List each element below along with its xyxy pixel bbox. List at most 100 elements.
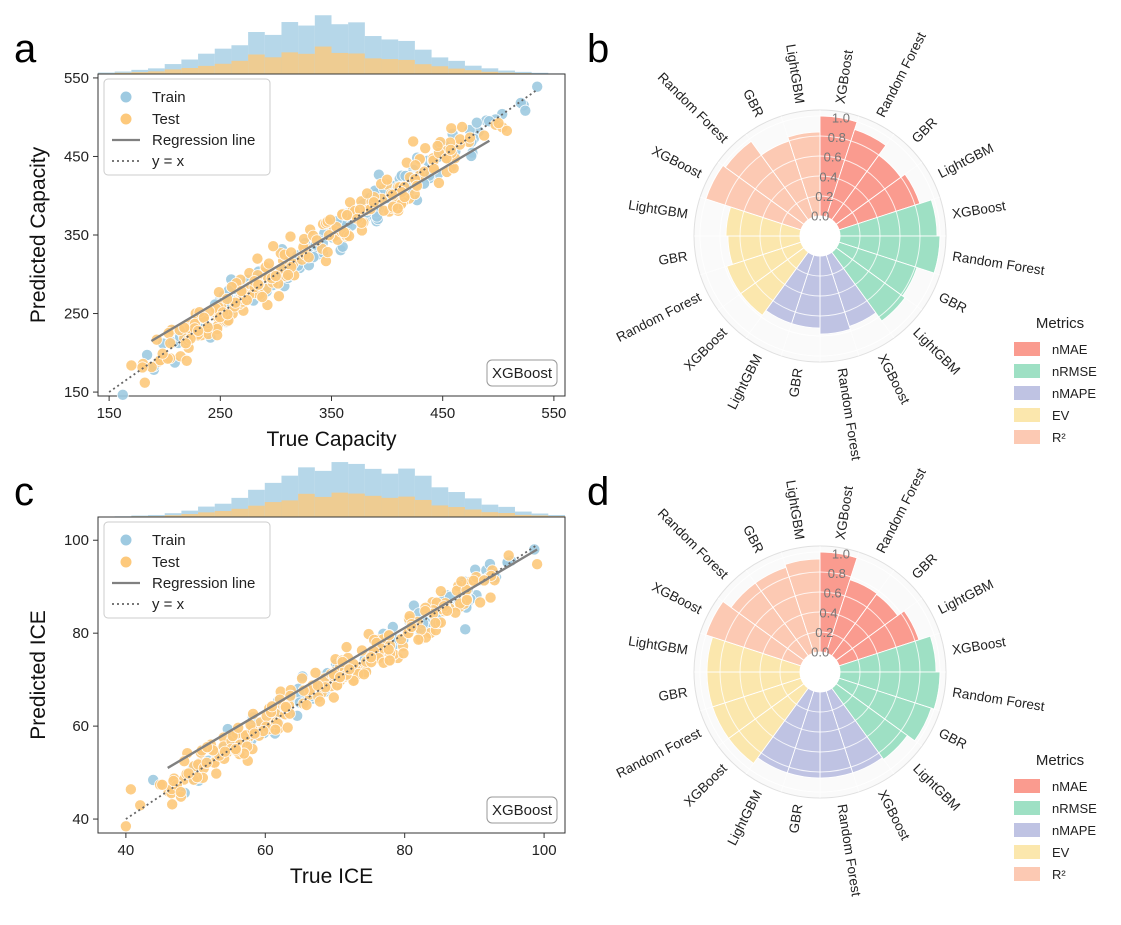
panel-letter-c: c — [14, 470, 34, 514]
polar-model-label: GBR — [657, 249, 688, 268]
model-badge-label: XGBoost — [492, 802, 553, 819]
polar-radial-tick: 0.6 — [824, 150, 842, 165]
polar-model-label: Random Forest — [873, 30, 929, 120]
hist-bar-train — [164, 64, 182, 74]
metrics-legend-title: Metrics — [1036, 752, 1084, 769]
metrics-legend-label: nMAE — [1052, 342, 1088, 357]
polar-radial-tick: 0.8 — [828, 566, 846, 581]
legend-identity-label: y = x — [152, 153, 185, 170]
polar-grid-spoke — [717, 161, 805, 225]
hist-bar-test — [364, 495, 382, 517]
polar-center-hole — [800, 652, 840, 692]
test-point — [383, 654, 396, 667]
test-point — [174, 786, 187, 799]
polar-model-label: XGBoost — [875, 788, 913, 843]
points — [119, 543, 544, 833]
test-point — [229, 743, 242, 756]
train-point — [459, 623, 472, 636]
polar-grid-spoke — [838, 677, 940, 712]
polar-grid-spoke — [831, 251, 895, 339]
polar-model-label: LightGBM — [724, 788, 765, 848]
polar-grid-spoke — [745, 251, 809, 339]
test-point — [309, 666, 322, 679]
polar-grid-spoke — [825, 116, 860, 218]
legend-test-marker — [119, 555, 133, 569]
polar-grid-spoke — [835, 597, 923, 661]
test-point — [474, 596, 487, 609]
hist-bar-train — [148, 514, 165, 517]
x-tick-label: 350 — [319, 405, 344, 422]
identity-line — [108, 88, 538, 393]
test-point — [302, 251, 315, 264]
test-point — [484, 591, 497, 604]
x-tick-label: 450 — [430, 405, 455, 422]
hist-bar-test — [131, 72, 149, 74]
points — [116, 80, 544, 401]
hist-bar-train — [98, 72, 115, 74]
test-point — [343, 663, 356, 676]
test-point — [192, 324, 205, 337]
test-point — [182, 767, 195, 780]
test-point — [327, 691, 340, 704]
test-point — [219, 745, 232, 758]
test-point — [262, 257, 275, 270]
legend-test-marker — [119, 112, 133, 126]
hist-bar-test — [381, 59, 399, 74]
hist-bar-test — [431, 66, 449, 74]
metrics-legend: Metrics nMAE nRMSE nMAPE EV R² — [1014, 315, 1097, 445]
hist-bar-test — [298, 493, 315, 517]
polar-model-label: GBR — [657, 685, 688, 704]
polar-model-label: XGBoost — [951, 198, 1007, 221]
test-point — [296, 672, 309, 685]
legend-test-label: Test — [152, 111, 180, 128]
hist-bar-test — [248, 505, 265, 517]
hist-bar-train — [514, 71, 532, 74]
polar-model-label: XGBoost — [681, 325, 730, 374]
hist-bar-test — [531, 515, 549, 517]
polar-model-label: GBR — [740, 523, 767, 556]
y-tick-label: 60 — [72, 718, 89, 735]
x-tick-label: 250 — [208, 405, 233, 422]
model-badge-label: XGBoost — [492, 365, 553, 382]
polar-radial-tick: 0.0 — [811, 208, 829, 223]
polar-model-label: GBR — [936, 289, 969, 316]
metrics-legend-label: nMAPE — [1052, 823, 1096, 838]
test-point — [434, 585, 447, 598]
metrics-legend-swatch — [1014, 364, 1040, 378]
polar-panel-capacity: XGBoost Random ForestGBRLightGBMXGBoostRa… — [614, 30, 1097, 462]
legend-test-label: Test — [152, 554, 180, 571]
test-point — [324, 213, 337, 226]
polar-radial-tick: 0.0 — [811, 644, 829, 659]
test-point — [156, 778, 169, 791]
metrics-legend-label: R² — [1052, 867, 1066, 882]
test-point — [502, 549, 515, 562]
polar-model-label: GBR — [786, 803, 805, 834]
hist-bar-train — [481, 68, 499, 74]
test-point — [284, 230, 297, 243]
legend-train-marker — [119, 533, 133, 547]
hist-bar-test — [231, 508, 249, 517]
hist-bar-test — [181, 68, 199, 74]
test-point — [138, 376, 151, 389]
x-tick-label: 150 — [97, 405, 122, 422]
hist-bar-train — [114, 71, 132, 74]
x-tick-label: 40 — [118, 842, 135, 859]
polar-grid-spoke — [780, 552, 815, 654]
hist-bar-train — [148, 68, 165, 74]
polar-grid-spoke — [831, 569, 895, 657]
metrics-legend-swatch — [1014, 867, 1040, 881]
metrics-legend-swatch — [1014, 779, 1040, 793]
hist-bar-test — [364, 58, 382, 74]
polar-radial-tick: 1.0 — [832, 547, 850, 562]
polar-model-label: Random Forest — [614, 289, 704, 345]
hist-bar-test — [314, 496, 332, 517]
test-point — [167, 774, 180, 787]
polar-grid-spoke — [838, 241, 940, 276]
hist-bar-test — [248, 54, 265, 74]
metrics-legend-title: Metrics — [1036, 315, 1084, 332]
hist-bar-train — [131, 69, 149, 74]
polar-grid-spoke — [835, 161, 923, 225]
test-point — [211, 329, 224, 342]
test-point — [365, 651, 378, 664]
hist-bar-test — [181, 514, 199, 517]
